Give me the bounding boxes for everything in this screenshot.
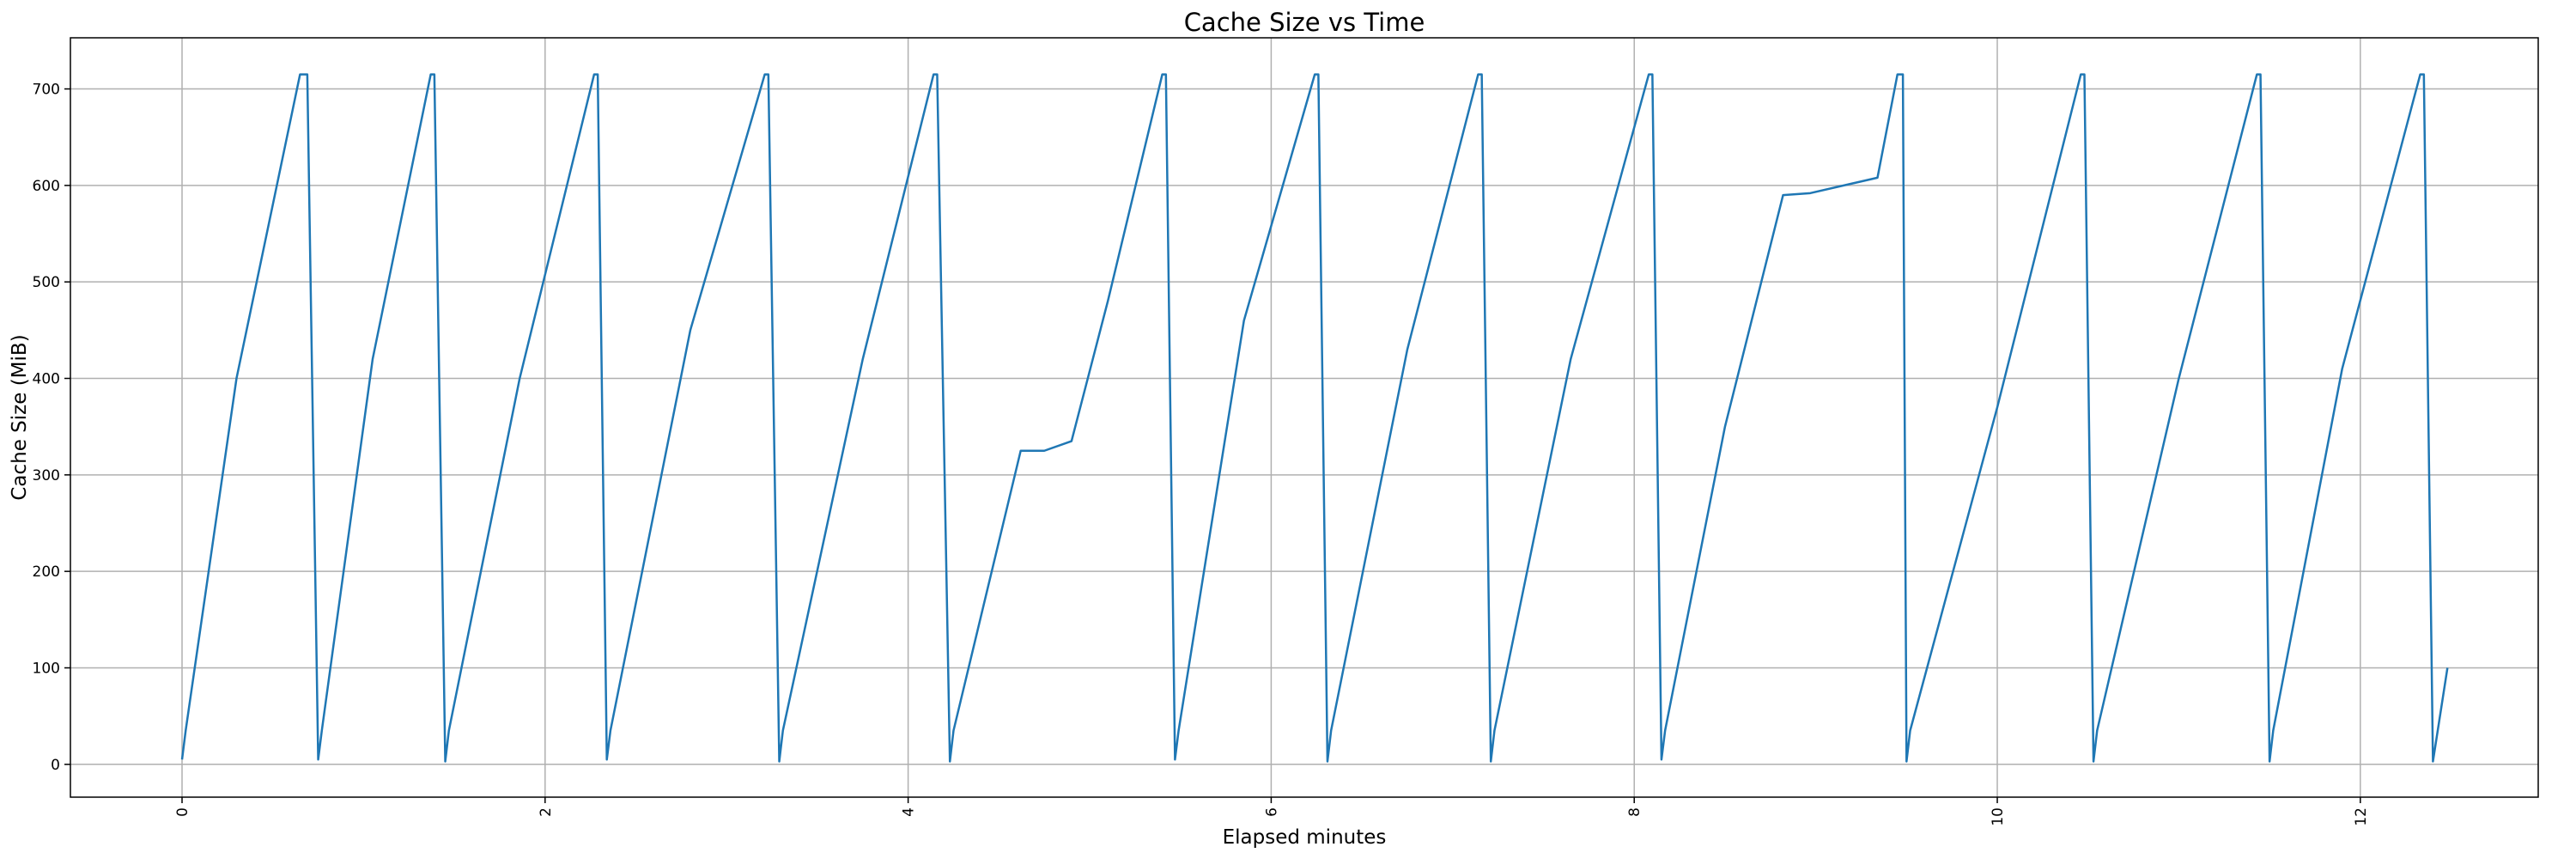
y-tick-label: 500 xyxy=(33,274,60,291)
x-tick-label: 12 xyxy=(2353,807,2370,826)
data-line xyxy=(180,73,2449,763)
y-tick-label: 600 xyxy=(33,178,60,195)
x-tick-label: 0 xyxy=(174,807,191,817)
y-tick-label: 100 xyxy=(33,660,60,677)
y-tick-label: 700 xyxy=(33,82,60,99)
x-tick-label: 2 xyxy=(538,807,555,817)
y-tick-label: 0 xyxy=(51,757,60,774)
chart-title: Cache Size vs Time xyxy=(1184,8,1425,37)
x-tick-label: 4 xyxy=(901,807,918,817)
y-tick-label: 300 xyxy=(33,467,60,484)
y-axis-label: Cache Size (MiB) xyxy=(9,334,31,500)
x-axis-label: Elapsed minutes xyxy=(1223,826,1387,849)
y-tick-label: 200 xyxy=(33,564,60,581)
plot-frame xyxy=(70,37,2539,798)
x-tick-label: 10 xyxy=(1990,807,2007,826)
x-tick-label: 6 xyxy=(1263,807,1280,817)
x-tick-label: 8 xyxy=(1626,807,1643,817)
y-tick-label: 400 xyxy=(33,371,60,388)
